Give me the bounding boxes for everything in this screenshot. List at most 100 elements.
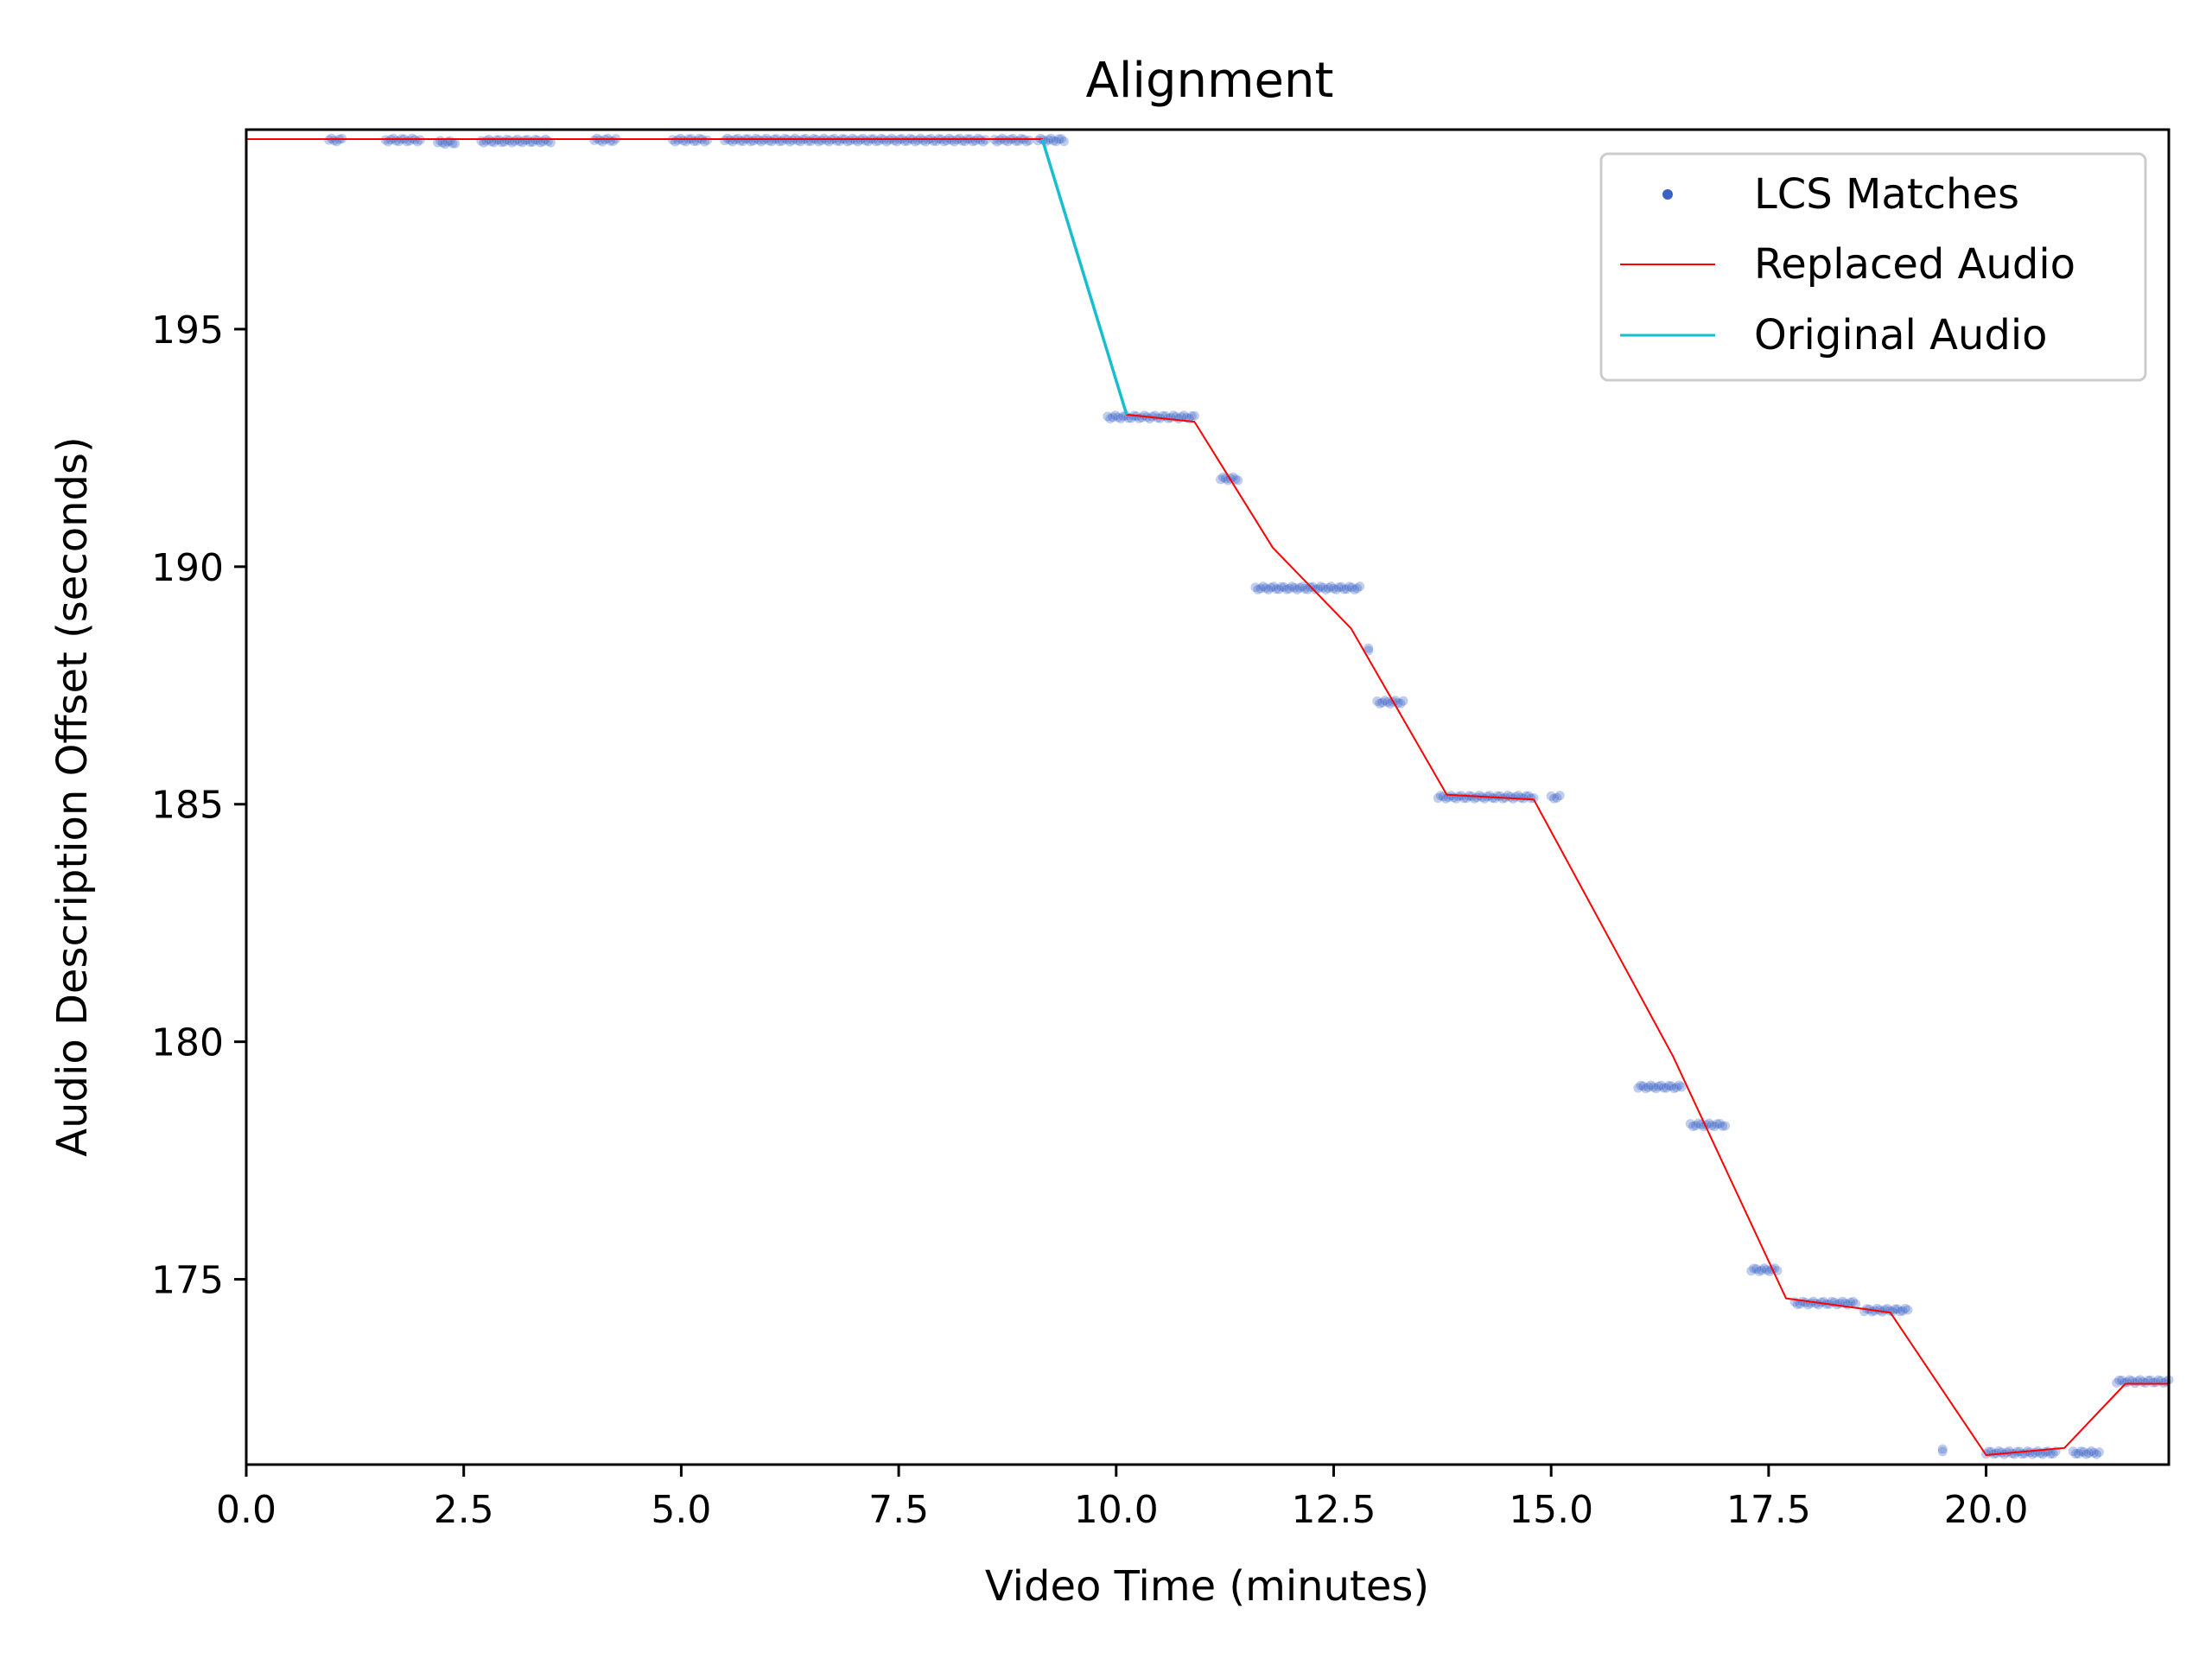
lcs-match-point	[532, 135, 543, 145]
lcs-match-point	[1746, 1266, 1757, 1276]
lcs-match-point	[1263, 584, 1274, 594]
lcs-match-point	[489, 137, 499, 148]
lcs-match-point	[1690, 1121, 1700, 1131]
lcs-match-point	[1310, 584, 1320, 594]
lcs-match-point	[1332, 584, 1342, 594]
lcs-match-point	[1490, 793, 1500, 804]
lcs-match-point	[1903, 1305, 1913, 1315]
lcs-match-point	[1451, 793, 1461, 804]
plot-frame	[245, 128, 2171, 1466]
lcs-match-point	[2145, 1375, 2156, 1385]
lcs-match-point	[1110, 410, 1121, 421]
lcs-match-point	[1712, 1119, 1722, 1129]
lcs-match-point	[1795, 1299, 1805, 1309]
lcs-match-point	[1895, 1306, 1905, 1317]
lcs-match-point	[1505, 791, 1516, 802]
y-tick-label: 180	[151, 1021, 224, 1065]
lcs-match-point	[2078, 1446, 2088, 1457]
lcs-match-point	[1287, 582, 1297, 592]
lcs-match-point	[1292, 585, 1302, 595]
lcs-match-point	[1874, 1305, 1885, 1315]
lcs-match-point	[1651, 1084, 1662, 1094]
lcs-match-point	[1654, 1081, 1664, 1091]
lcs-match-point	[1342, 584, 1352, 594]
lcs-match-point	[995, 135, 1005, 145]
lcs-match-point	[1121, 410, 1131, 421]
lcs-match-point	[1638, 1081, 1649, 1091]
lcs-match-point	[1999, 1449, 2009, 1459]
y-tick-label: 185	[151, 784, 224, 828]
lcs-match-point	[1103, 411, 1113, 422]
replaced-audio-line	[246, 138, 2169, 1456]
lcs-match-point	[1300, 583, 1310, 594]
lcs-match-point	[918, 135, 928, 145]
lcs-match-point	[1377, 697, 1388, 708]
lcs-match-point	[1717, 1121, 1727, 1131]
lcs-match-point	[1048, 136, 1058, 146]
lcs-match-point	[1757, 1265, 1767, 1275]
lcs-match-point	[535, 137, 545, 148]
original-audio-line	[1040, 138, 1128, 416]
lcs-match-point	[1258, 582, 1268, 592]
lcs-match-point	[2088, 1447, 2099, 1458]
lcs-match-point	[1051, 137, 1061, 147]
lcs-match-point	[1179, 410, 1189, 421]
lcs-match-point	[505, 136, 515, 146]
lcs-match-point	[1649, 1082, 1659, 1092]
x-axis-label: Video Time (minutes)	[985, 1562, 1429, 1611]
x-tick-label: 2.5	[434, 1488, 494, 1532]
lcs-match-point	[1811, 1299, 1821, 1309]
y-tick-label: 195	[151, 308, 224, 353]
lcs-match-point	[884, 135, 894, 145]
lcs-match-point	[816, 135, 826, 145]
lcs-match-point	[1474, 791, 1484, 801]
lcs-match-point	[1666, 1081, 1676, 1091]
lcs-match-point	[792, 136, 803, 146]
lcs-match-point	[1189, 410, 1199, 421]
legend-label-lcs-matches: LCS Matches	[1754, 170, 2019, 219]
lcs-match-point	[1339, 584, 1350, 594]
lcs-match-point	[1646, 1080, 1656, 1090]
lcs-match-point	[1276, 582, 1287, 592]
lcs-match-point	[725, 135, 735, 145]
lcs-match-point	[2081, 1449, 2091, 1459]
y-tick-label: 175	[151, 1259, 224, 1303]
lcs-match-point	[1271, 584, 1281, 594]
lcs-match-point	[2083, 1448, 2094, 1459]
lcs-match-point	[1676, 1082, 1687, 1092]
y-tick-label: 190	[151, 546, 224, 590]
lcs-match-point	[1885, 1306, 1895, 1316]
lcs-match-point	[1217, 472, 1228, 482]
x-tick-label: 15.0	[1509, 1488, 1593, 1532]
lcs-match-point	[1363, 643, 1374, 653]
lcs-match-point	[1053, 134, 1064, 144]
lcs-match-point	[1704, 1118, 1714, 1128]
lcs-match-point	[1347, 582, 1357, 593]
lcs-match-point	[1671, 1082, 1681, 1092]
lcs-match-point	[941, 136, 951, 146]
lcs-match-point	[1759, 1263, 1770, 1274]
lcs-match-point	[324, 135, 334, 145]
lcs-match-point	[678, 136, 689, 146]
lcs-match-point	[1328, 583, 1338, 594]
lcs-match-point	[1851, 1299, 1861, 1309]
lcs-match-point	[1549, 793, 1560, 804]
lcs-match-point	[448, 138, 458, 149]
lcs-match-point	[1024, 135, 1034, 145]
lcs-match-point	[1661, 1083, 1671, 1093]
lcs-match-point	[2086, 1446, 2096, 1456]
lcs-match-point	[1837, 1296, 1847, 1306]
lcs-match-point	[1749, 1263, 1759, 1274]
lcs-match-point	[1318, 582, 1328, 593]
lcs-match-point	[440, 139, 450, 149]
lcs-match-point	[2048, 1448, 2058, 1459]
lcs-match-point	[1641, 1084, 1651, 1094]
lcs-match-point	[1056, 134, 1066, 144]
lcs-match-point	[2068, 1446, 2078, 1457]
lcs-match-point	[1334, 582, 1344, 593]
lcs-match-point	[1709, 1122, 1719, 1132]
lcs-match-point	[720, 136, 730, 146]
lcs-match-point	[479, 137, 489, 148]
lcs-match-point	[1887, 1306, 1897, 1317]
lcs-match-point	[1108, 412, 1118, 423]
